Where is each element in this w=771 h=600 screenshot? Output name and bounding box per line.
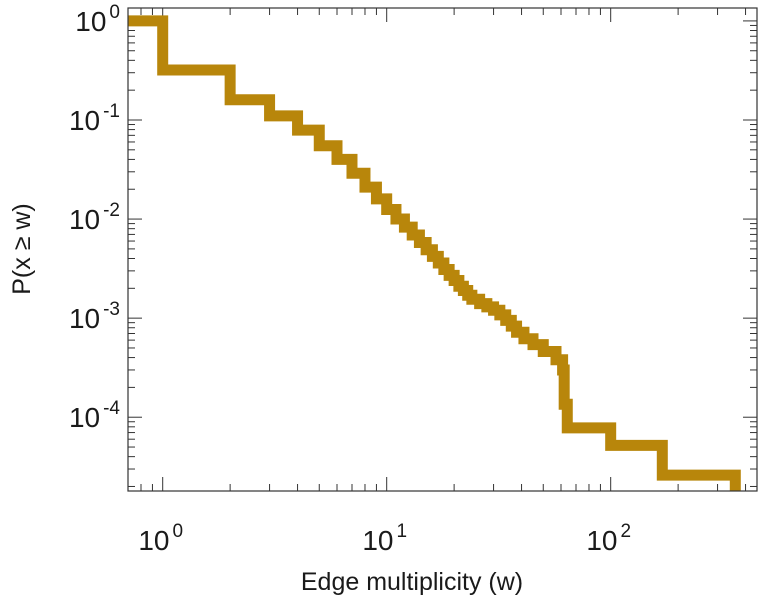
x-tick-label: 10 1 xyxy=(362,521,407,556)
y-tick-label: 10 -1 xyxy=(69,101,120,136)
x-tick-labels: 10 0 10 1 10 2 xyxy=(138,521,631,556)
y-axis-label: P(x ≥ w) xyxy=(8,203,36,295)
x-tick-label: 10 2 xyxy=(586,521,631,556)
y-tick-label: 10 -4 xyxy=(69,398,120,433)
y-tick-label: 10 0 xyxy=(75,2,120,37)
y-tick-label: 10 -3 xyxy=(69,299,120,334)
series-line xyxy=(128,15,741,491)
plot-frame xyxy=(127,7,758,492)
y-tick-label: 10 -2 xyxy=(69,200,120,235)
x-axis-label: Edge multiplicity (w) xyxy=(301,568,523,596)
x-tick-label: 10 0 xyxy=(138,521,183,556)
tick-marks xyxy=(127,8,757,491)
